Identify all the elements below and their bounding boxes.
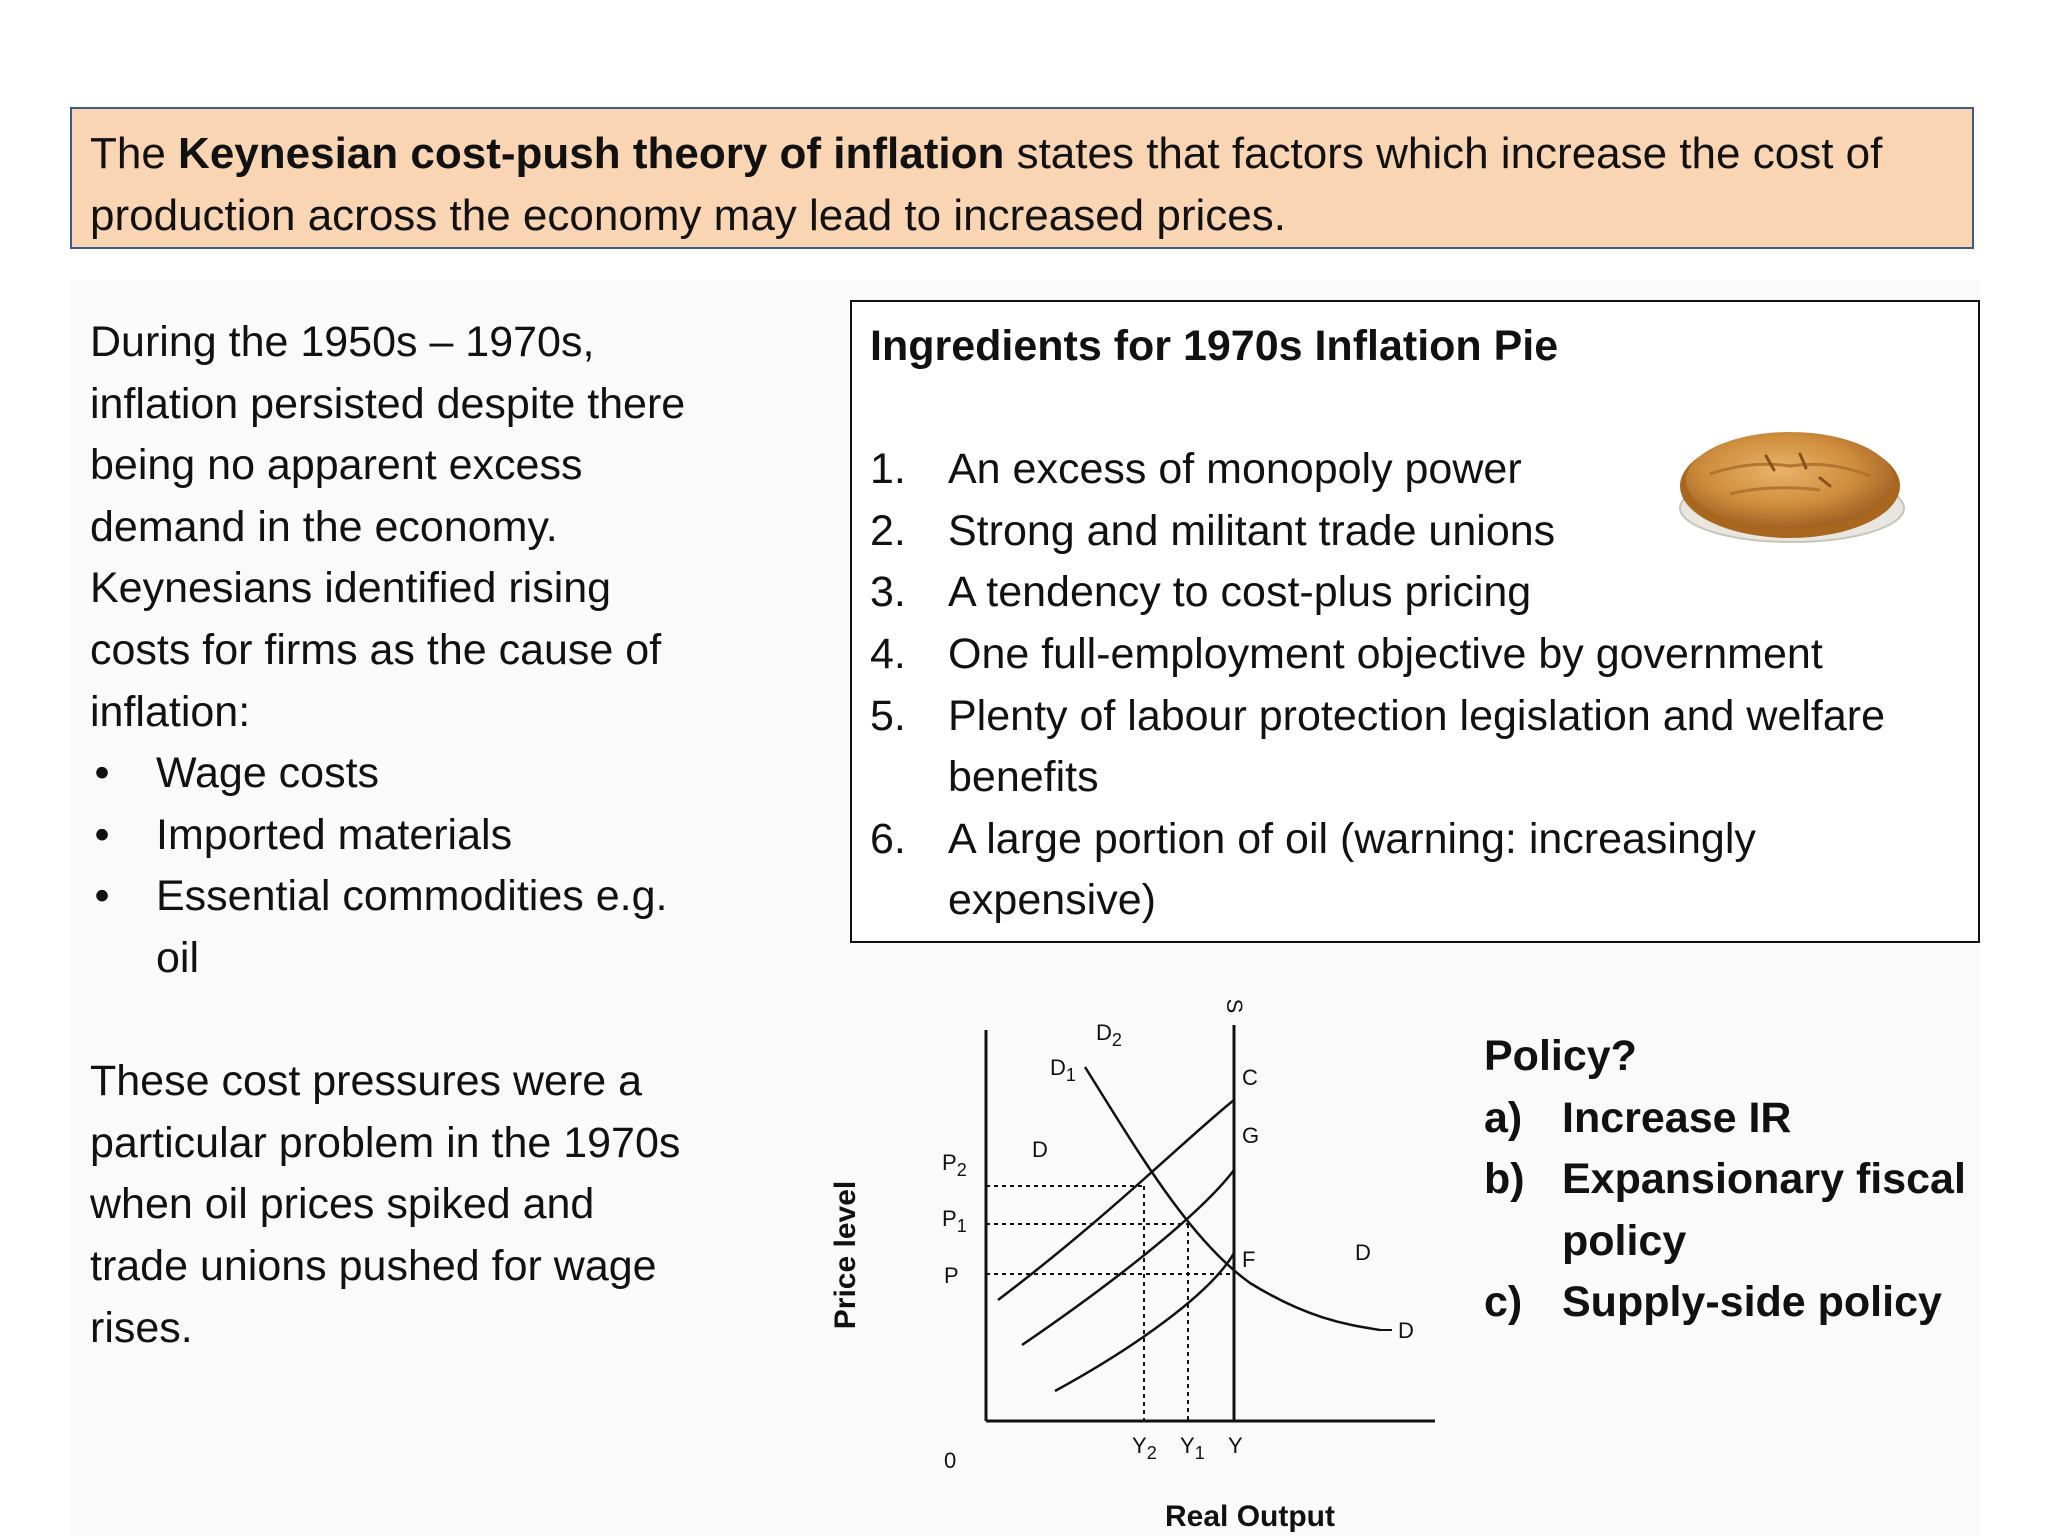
- output-tick-y2: Y2: [1132, 1433, 1157, 1463]
- ingredient-item: 3. A tendency to cost-plus pricing: [870, 562, 1960, 624]
- supply-label: S: [1222, 999, 1247, 1014]
- y1-sub: 1: [1195, 1443, 1205, 1463]
- intro-paragraph: During the 1950s – 1970s, inflation pers…: [90, 318, 686, 736]
- apple-pie-image: [1679, 432, 1905, 543]
- price-tick-p1: P1: [942, 1206, 967, 1236]
- bullet-marker: •: [94, 872, 110, 921]
- ingredient-number: 4.: [870, 629, 906, 678]
- ingredient-text: Plenty of labour protection legislation …: [948, 691, 1886, 802]
- demand-curve-d2: [1054, 1252, 1236, 1393]
- bullet-text: Wage costs: [156, 749, 380, 798]
- policy-option-label: a): [1484, 1093, 1523, 1142]
- policy-option: b) Expansionary fiscal policy: [1484, 1149, 2004, 1272]
- bullet-marker: •: [94, 749, 110, 798]
- x-axis-label: Real Output: [1165, 1500, 1335, 1533]
- definition-term: Keynesian cost-push theory of inflation: [178, 129, 1005, 178]
- policy-option-text: Increase IR: [1562, 1093, 1792, 1142]
- p1-sub: 1: [957, 1216, 967, 1236]
- point-c-label: C: [1242, 1065, 1258, 1090]
- left-column: During the 1950s – 1970s, inflation pers…: [90, 312, 690, 1359]
- d-right-upper-label: D: [1355, 1240, 1371, 1265]
- ingredient-number: 1.: [870, 445, 906, 494]
- policy-option-text: Supply-side policy: [1562, 1278, 1942, 1327]
- cost-push-diagram: S D2 D1 D D D C G F P2 P1 P Y2 Y1 Y 0 Pr…: [829, 999, 1435, 1533]
- policy-option: c) Supply-side policy: [1484, 1272, 2004, 1334]
- spacer: [90, 990, 690, 1052]
- price-tick-p: P: [944, 1263, 959, 1288]
- bullet-item: • Wage costs: [90, 743, 690, 805]
- ingredient-number: 3.: [870, 568, 906, 617]
- y1-main: Y: [1180, 1433, 1195, 1458]
- d1-sub: 1: [1066, 1065, 1076, 1085]
- policy-options: a) Increase IR b) Expansionary fiscal poli…: [1484, 1088, 2004, 1334]
- point-g-label: G: [1242, 1123, 1259, 1148]
- d-right-lower-label: D: [1398, 1318, 1414, 1343]
- guide-lines: [986, 1185, 1235, 1421]
- ingredient-list: 1. An excess of monopoly power 2. Strong a…: [870, 439, 1960, 932]
- policy-title: Policy?: [1484, 1032, 1637, 1080]
- ingredient-text: A large portion of oil (warning: increas…: [948, 814, 1756, 925]
- y2-main: Y: [1132, 1433, 1147, 1458]
- p2-sub: 2: [957, 1160, 967, 1180]
- conclusion-paragraph: These cost pressures were a particular p…: [90, 1057, 681, 1352]
- ingredient-item: 1. An excess of monopoly power: [870, 439, 1960, 501]
- ingredient-text: A tendency to cost-plus pricing: [948, 568, 1532, 617]
- policy-option-text: Expansionary fiscal policy: [1562, 1155, 1966, 1265]
- policy-section: Policy? a) Increase IR b) Expansionary fis…: [1484, 1026, 2004, 1334]
- bullet-text: Essential commodities e.g. oil: [156, 872, 668, 982]
- ingredient-text: Strong and militant trade unions: [948, 506, 1556, 555]
- ingredient-text: An excess of monopoly power: [948, 445, 1522, 494]
- ingredient-item: 6. A large portion of oil (warning: incre…: [870, 809, 1960, 932]
- policy-option: a) Increase IR: [1484, 1088, 2004, 1150]
- point-f-label: F: [1242, 1247, 1255, 1272]
- axes: [984, 1030, 1435, 1423]
- bullet-text: Imported materials: [156, 810, 513, 859]
- y2-sub: 2: [1147, 1443, 1157, 1463]
- origin-label: 0: [944, 1448, 956, 1473]
- ingredient-item: 5. Plenty of labour protection legislatio…: [870, 686, 1960, 809]
- demand-curve-d1: [1021, 1169, 1235, 1347]
- recipe-title: Ingredients for 1970s Inflation Pie: [870, 322, 1559, 370]
- output-tick-y: Y: [1228, 1433, 1243, 1458]
- d2-main: D: [1096, 1020, 1112, 1045]
- policy-option-label: c): [1484, 1278, 1523, 1327]
- bullet-item: • Imported materials: [90, 805, 690, 867]
- ingredient-item: 4. One full-employment objective by gover…: [870, 624, 1960, 686]
- d2-sub: 2: [1112, 1030, 1122, 1050]
- d-left-label: D: [1032, 1137, 1048, 1162]
- d1-label: D1: [1050, 1055, 1076, 1085]
- ingredient-number: 5.: [870, 691, 906, 740]
- policy-option-label: b): [1484, 1155, 1525, 1204]
- definition-box: The Keynesian cost-push theory of inflat…: [70, 107, 1974, 249]
- p1-main: P: [942, 1206, 957, 1231]
- recipe-box: Ingredients for 1970s Inflation Pie 1. An…: [850, 300, 1980, 943]
- d2-label: D2: [1096, 1020, 1122, 1050]
- demand-curve-d: [997, 1099, 1235, 1301]
- d1-main: D: [1050, 1055, 1066, 1080]
- y-axis-label: Price level: [829, 1181, 862, 1329]
- as-curve: [1083, 1066, 1381, 1332]
- cost-bullet-list: • Wage costs • Imported materials • Essenti…: [90, 743, 690, 989]
- bullet-item: • Essential commodities e.g. oil: [90, 866, 690, 989]
- bullet-marker: •: [94, 810, 110, 859]
- output-tick-y1: Y1: [1180, 1433, 1205, 1463]
- p2-main: P: [942, 1150, 957, 1175]
- ingredient-item: 2. Strong and militant trade unions: [870, 501, 1960, 563]
- price-tick-p2: P2: [942, 1150, 967, 1180]
- definition-prefix: The: [90, 129, 179, 178]
- ingredient-number: 6.: [870, 814, 906, 863]
- ingredient-number: 2.: [870, 506, 906, 555]
- definition-suffix: states that factors which increase the c…: [90, 129, 1883, 240]
- ingredient-text: One full-employment objective by governm…: [948, 629, 1823, 678]
